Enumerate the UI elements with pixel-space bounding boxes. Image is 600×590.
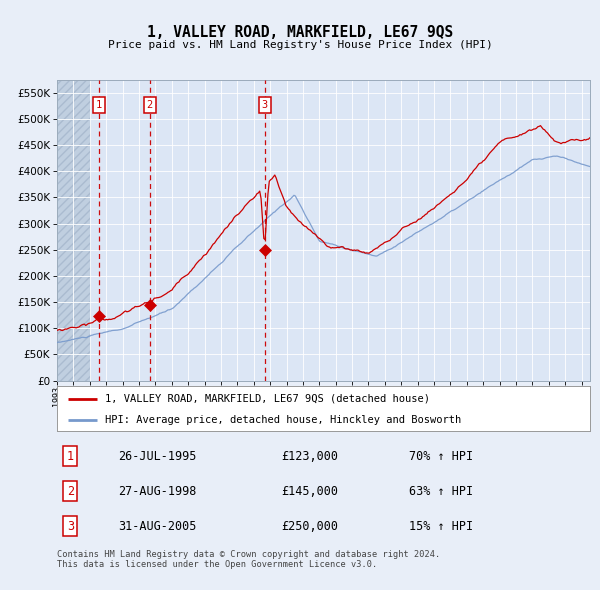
Text: 3: 3: [262, 100, 268, 110]
Text: 70% ↑ HPI: 70% ↑ HPI: [409, 450, 473, 463]
Text: Contains HM Land Registry data © Crown copyright and database right 2024.
This d: Contains HM Land Registry data © Crown c…: [57, 550, 440, 569]
Text: 1, VALLEY ROAD, MARKFIELD, LE67 9QS (detached house): 1, VALLEY ROAD, MARKFIELD, LE67 9QS (det…: [105, 394, 430, 404]
Text: 15% ↑ HPI: 15% ↑ HPI: [409, 520, 473, 533]
Text: 1: 1: [67, 450, 74, 463]
Text: 1, VALLEY ROAD, MARKFIELD, LE67 9QS: 1, VALLEY ROAD, MARKFIELD, LE67 9QS: [147, 25, 453, 40]
Text: HPI: Average price, detached house, Hinckley and Bosworth: HPI: Average price, detached house, Hinc…: [105, 415, 461, 425]
Text: 1: 1: [96, 100, 102, 110]
Text: 26-JUL-1995: 26-JUL-1995: [118, 450, 197, 463]
Text: £145,000: £145,000: [281, 484, 338, 498]
Bar: [57, 80, 90, 381]
Text: £123,000: £123,000: [281, 450, 338, 463]
Text: Price paid vs. HM Land Registry's House Price Index (HPI): Price paid vs. HM Land Registry's House …: [107, 40, 493, 50]
Text: 2: 2: [146, 100, 153, 110]
Text: 63% ↑ HPI: 63% ↑ HPI: [409, 484, 473, 498]
Text: 2: 2: [67, 484, 74, 498]
Text: 31-AUG-2005: 31-AUG-2005: [118, 520, 197, 533]
Text: 27-AUG-1998: 27-AUG-1998: [118, 484, 197, 498]
Text: £250,000: £250,000: [281, 520, 338, 533]
Text: 3: 3: [67, 520, 74, 533]
